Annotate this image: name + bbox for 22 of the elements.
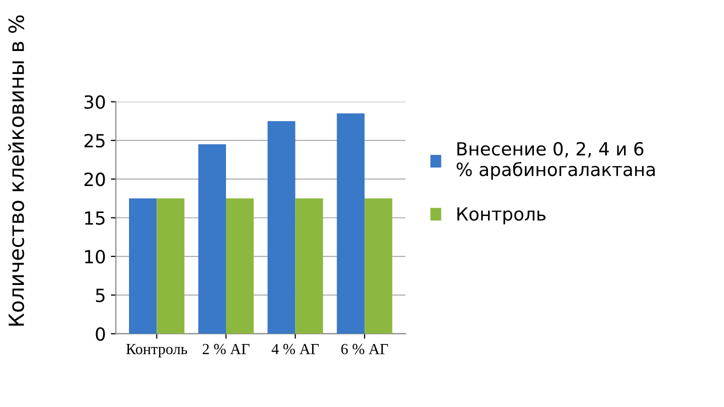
bar	[156, 198, 184, 334]
y-tick-label: 25	[84, 134, 105, 148]
x-tick-label: 4 % АГ	[272, 344, 319, 354]
y-tick-label: 0	[96, 327, 105, 341]
y-tick-label: 5	[96, 288, 105, 302]
legend-label: Внесение 0, 2, 4 и 6 % арабиногалактана	[456, 142, 655, 180]
y-axis-title: Количество клейковины в %	[8, 15, 24, 326]
legend-label: Контроль	[457, 207, 546, 224]
y-tick-label: 30	[84, 95, 105, 109]
bar	[129, 198, 157, 334]
bar	[268, 121, 296, 334]
y-tick-label: 20	[84, 172, 105, 186]
bar	[364, 198, 392, 334]
bar	[336, 113, 365, 334]
bar	[226, 198, 254, 334]
bar	[295, 198, 323, 334]
bar	[198, 144, 226, 334]
y-tick-label: 10	[85, 250, 105, 264]
x-tick-label: Контроль	[126, 344, 188, 358]
y-tick-label: 15	[85, 211, 105, 225]
x-tick-label: 2 % АГ	[202, 344, 250, 354]
x-tick-label: 6 % АГ	[341, 344, 388, 354]
